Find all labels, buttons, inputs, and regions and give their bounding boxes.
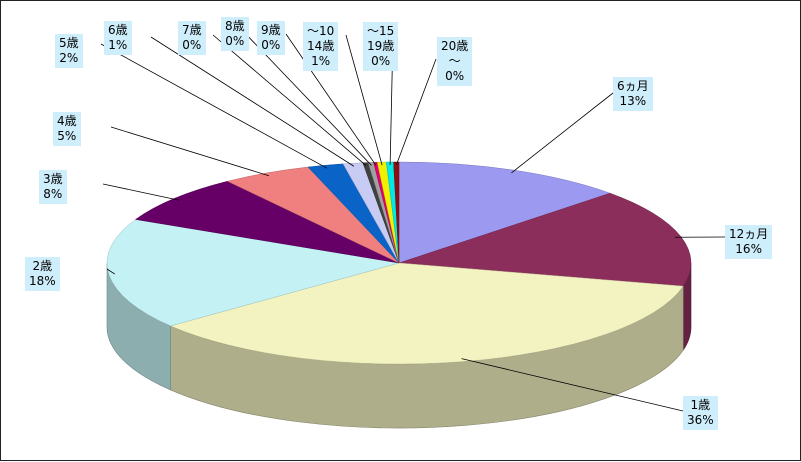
slice-percent-12: 0%	[367, 54, 394, 69]
slice-percent-4: 8%	[43, 187, 63, 202]
leader-line-13	[396, 59, 436, 165]
slice-percent-11: 1%	[307, 54, 334, 69]
leader-line-8	[213, 35, 366, 166]
slice-percent-2: 36%	[687, 413, 714, 428]
slice-percent-6: 2%	[59, 51, 79, 66]
leader-line-0	[511, 93, 613, 173]
slice-label-13: 20歳～0%	[437, 37, 472, 86]
slice-percent-9: 0%	[225, 34, 245, 49]
leader-line-4	[103, 184, 179, 200]
slice-percent-10: 0%	[261, 38, 281, 53]
slice-percent-3: 18%	[29, 274, 56, 289]
leader-line-5	[111, 127, 269, 176]
slice-percent-0: 13%	[617, 94, 649, 109]
slice-percent-1: 16%	[729, 242, 768, 257]
slice-percent-8: 0%	[182, 38, 202, 53]
slice-percent-5: 5%	[57, 129, 77, 144]
slice-percent-13: 0%	[441, 69, 468, 84]
leader-line-6	[101, 44, 327, 168]
slice-percent-7: 1%	[108, 38, 128, 53]
